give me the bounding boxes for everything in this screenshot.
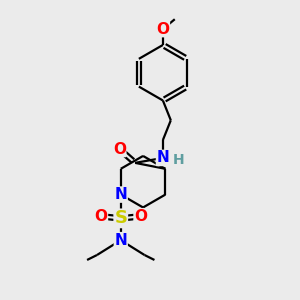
- Text: N: N: [114, 187, 127, 202]
- Text: O: O: [134, 209, 147, 224]
- Text: N: N: [157, 150, 169, 165]
- Text: S: S: [114, 209, 127, 227]
- Text: H: H: [173, 153, 184, 167]
- Text: O: O: [113, 142, 126, 157]
- Text: O: O: [94, 209, 107, 224]
- Text: N: N: [114, 233, 127, 248]
- Text: O: O: [156, 22, 170, 37]
